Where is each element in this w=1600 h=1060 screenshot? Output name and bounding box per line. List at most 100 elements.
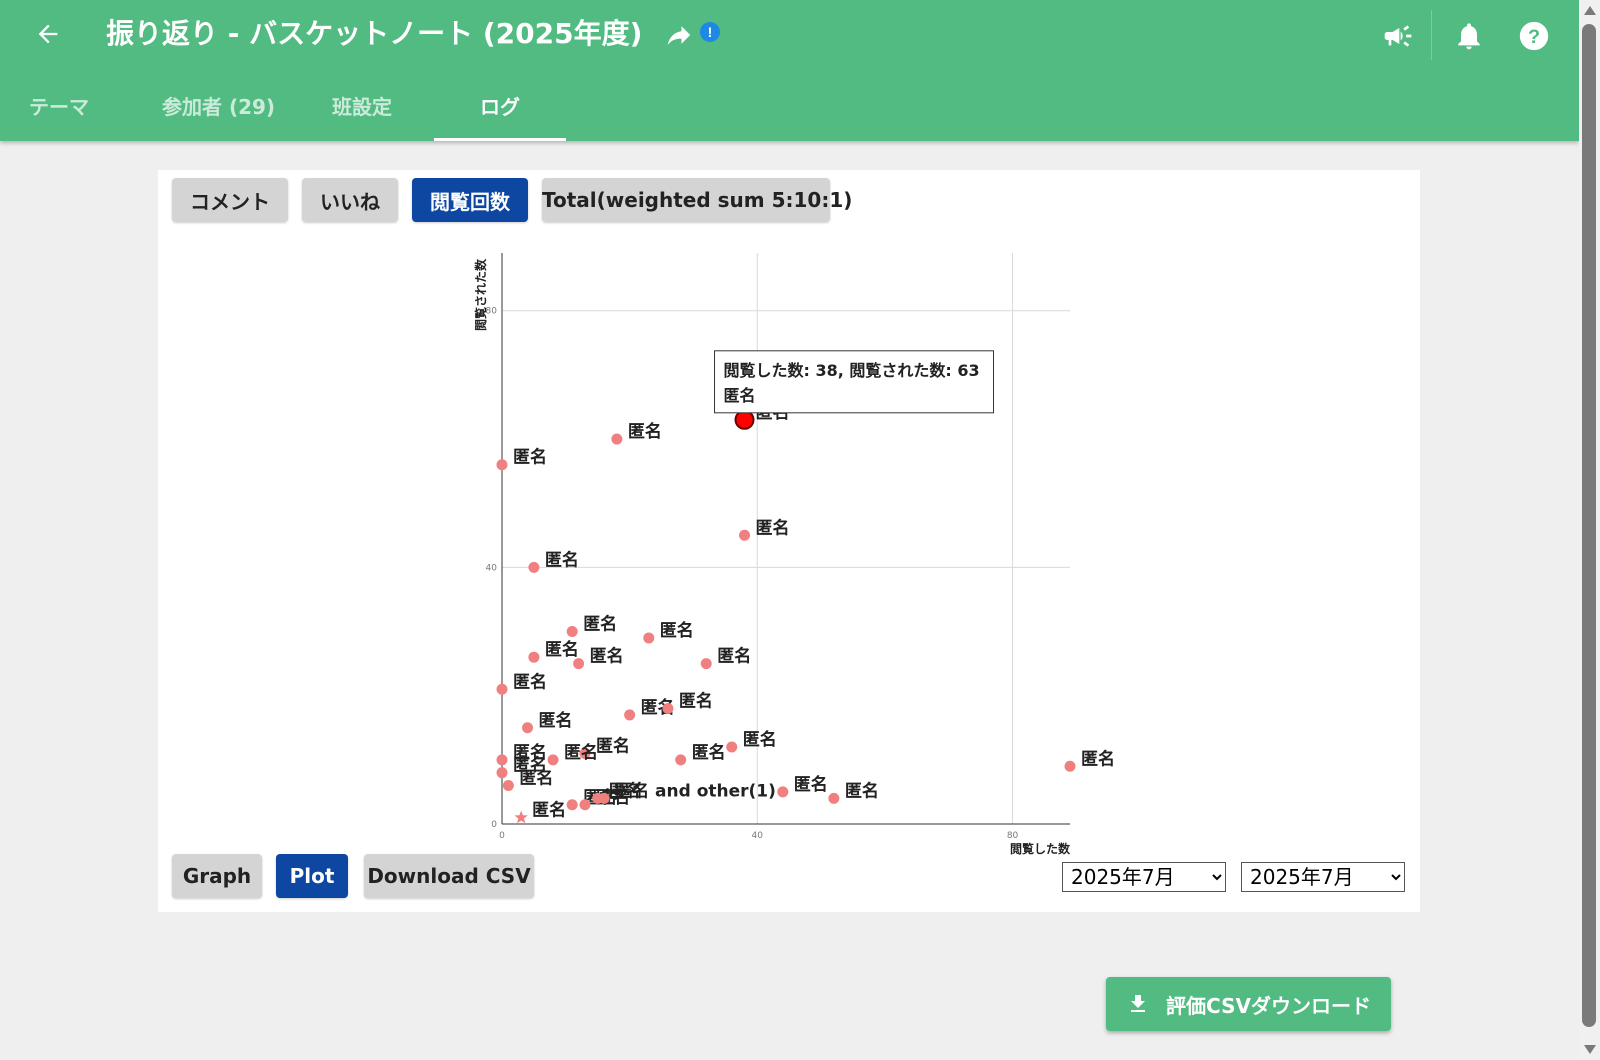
data-point[interactable] <box>496 754 508 766</box>
data-point-label: 匿名 <box>539 710 573 731</box>
month-from-select[interactable]: 2025年7月 <box>1062 862 1226 892</box>
data-point[interactable] <box>598 792 610 804</box>
back-button[interactable] <box>28 14 68 54</box>
data-point-label: 匿名 <box>1081 748 1115 769</box>
arrow-left-icon <box>38 24 58 44</box>
x-axis-label: 閲覧した数 <box>1010 841 1071 856</box>
tab-participants[interactable]: 参加者 (29) <box>162 95 276 119</box>
download-evaluation-csv-button[interactable]: 評価CSVダウンロード <box>1106 977 1391 1031</box>
data-point[interactable] <box>828 792 840 804</box>
data-point-label: 匿名 <box>794 774 828 795</box>
tooltip-line-1: 閲覧した数: 38, 閲覧された数: 63 <box>724 361 980 380</box>
data-point[interactable] <box>528 651 540 663</box>
data-point[interactable] <box>624 709 636 721</box>
announcement-button[interactable] <box>1378 16 1418 56</box>
data-point-label: 匿名 <box>513 447 547 468</box>
data-point[interactable] <box>726 741 738 753</box>
data-point[interactable] <box>496 683 508 695</box>
alert-badge: ! <box>700 22 720 42</box>
y-axis-label: 閲覧された数 <box>473 258 488 331</box>
data-point[interactable] <box>777 786 789 798</box>
tab-group-settings[interactable]: 班設定 <box>332 95 392 119</box>
scroll-down-arrow-icon[interactable] <box>1584 1045 1596 1054</box>
like-metric-button[interactable]: いいね <box>302 178 398 222</box>
data-point[interactable] <box>675 754 687 766</box>
svg-text:?: ? <box>1528 26 1540 48</box>
views-metric-button[interactable]: 閲覧回数 <box>412 178 528 222</box>
app-bar: 振り返り - バスケットノート (2025年度) ! ? テーマ 参加者 (29… <box>0 0 1579 141</box>
total-metric-button[interactable]: Total(weighted sum 5:10:1) <box>542 178 852 222</box>
share-button[interactable] <box>664 20 698 50</box>
data-point[interactable] <box>547 754 559 766</box>
graph-view-button[interactable]: Graph <box>172 854 262 898</box>
megaphone-icon <box>1384 25 1412 47</box>
download-evaluation-csv-label: 評価CSVダウンロード <box>1166 993 1371 1018</box>
data-point-label: 匿名 <box>532 800 566 821</box>
data-point-label: 匿名 <box>513 671 547 692</box>
tab-log[interactable]: ログ <box>434 82 566 141</box>
data-point-label: 匿名 <box>513 755 547 776</box>
data-point[interactable] <box>1064 760 1076 772</box>
data-point-label: 匿名 <box>679 691 713 712</box>
y-tick-label: 0 <box>491 820 497 830</box>
y-tick-label: 80 <box>486 307 498 317</box>
scroll-up-arrow-icon[interactable] <box>1584 6 1596 15</box>
data-point-label: 匿名 <box>545 639 579 660</box>
data-point-label: 匿名 <box>519 768 553 789</box>
tab-theme[interactable]: テーマ <box>29 95 89 119</box>
data-point-label: 匿名 and other(1) <box>615 780 776 801</box>
bell-icon <box>1458 23 1480 50</box>
scrollbar[interactable] <box>1579 0 1600 1060</box>
data-point-label: 匿名 <box>692 742 726 763</box>
data-point[interactable] <box>522 722 534 734</box>
data-point[interactable] <box>496 767 508 779</box>
y-tick-label: 40 <box>486 563 498 573</box>
tooltip-box <box>714 350 995 414</box>
data-point[interactable] <box>611 433 623 445</box>
download-csv-button[interactable]: Download CSV <box>364 854 534 898</box>
data-point[interactable] <box>573 658 585 670</box>
notifications-button[interactable] <box>1449 16 1489 56</box>
help-button[interactable]: ? <box>1514 16 1554 56</box>
x-tick-label: 40 <box>752 831 764 841</box>
month-to-select[interactable]: 2025年7月 <box>1241 862 1405 892</box>
data-point-label: 匿名 <box>513 742 547 763</box>
data-point-label: 匿名 <box>609 780 643 801</box>
data-point[interactable] <box>496 459 508 471</box>
data-point-star[interactable] <box>514 810 528 824</box>
data-point[interactable] <box>566 626 578 638</box>
log-panel: コメント いいね 閲覧回数 Total(weighted sum 5:10:1)… <box>158 170 1420 912</box>
data-point-label: 匿名 <box>596 735 630 756</box>
data-point-label: 匿名 <box>628 421 662 442</box>
scrollbar-thumb[interactable] <box>1582 24 1596 1027</box>
data-point[interactable] <box>579 799 591 811</box>
data-point-label: 匿名 <box>583 614 617 635</box>
data-point[interactable] <box>502 780 514 792</box>
data-point[interactable] <box>700 658 712 670</box>
share-icon <box>667 26 691 45</box>
data-point[interactable] <box>528 561 540 573</box>
data-point-label: 匿名 <box>545 549 579 570</box>
tab-bar: テーマ 参加者 (29) 班設定 ログ <box>0 82 566 141</box>
plot-view-button[interactable]: Plot <box>276 854 348 898</box>
data-point[interactable] <box>566 799 578 811</box>
data-point[interactable] <box>643 632 655 644</box>
data-point[interactable] <box>662 703 674 715</box>
data-point-label: 匿名 <box>845 780 879 801</box>
x-tick-label: 0 <box>499 831 505 841</box>
data-point-label: 匿名 <box>660 620 694 641</box>
data-point[interactable] <box>579 747 591 759</box>
data-point-label: 匿名 <box>564 742 598 763</box>
comment-metric-button[interactable]: コメント <box>172 178 288 222</box>
help-icon: ? <box>1519 21 1549 51</box>
data-point-label: 匿名 <box>743 729 777 750</box>
tooltip-line-2: 匿名 <box>724 386 756 405</box>
data-point[interactable] <box>739 529 751 541</box>
data-point-label: 匿名 <box>590 646 624 667</box>
divider <box>1431 10 1432 60</box>
data-point-highlighted[interactable] <box>734 409 755 430</box>
x-tick-label: 80 <box>1007 831 1019 841</box>
page-title: 振り返り - バスケットノート (2025年度) <box>106 17 643 50</box>
data-point-label: 匿名 <box>756 517 790 538</box>
